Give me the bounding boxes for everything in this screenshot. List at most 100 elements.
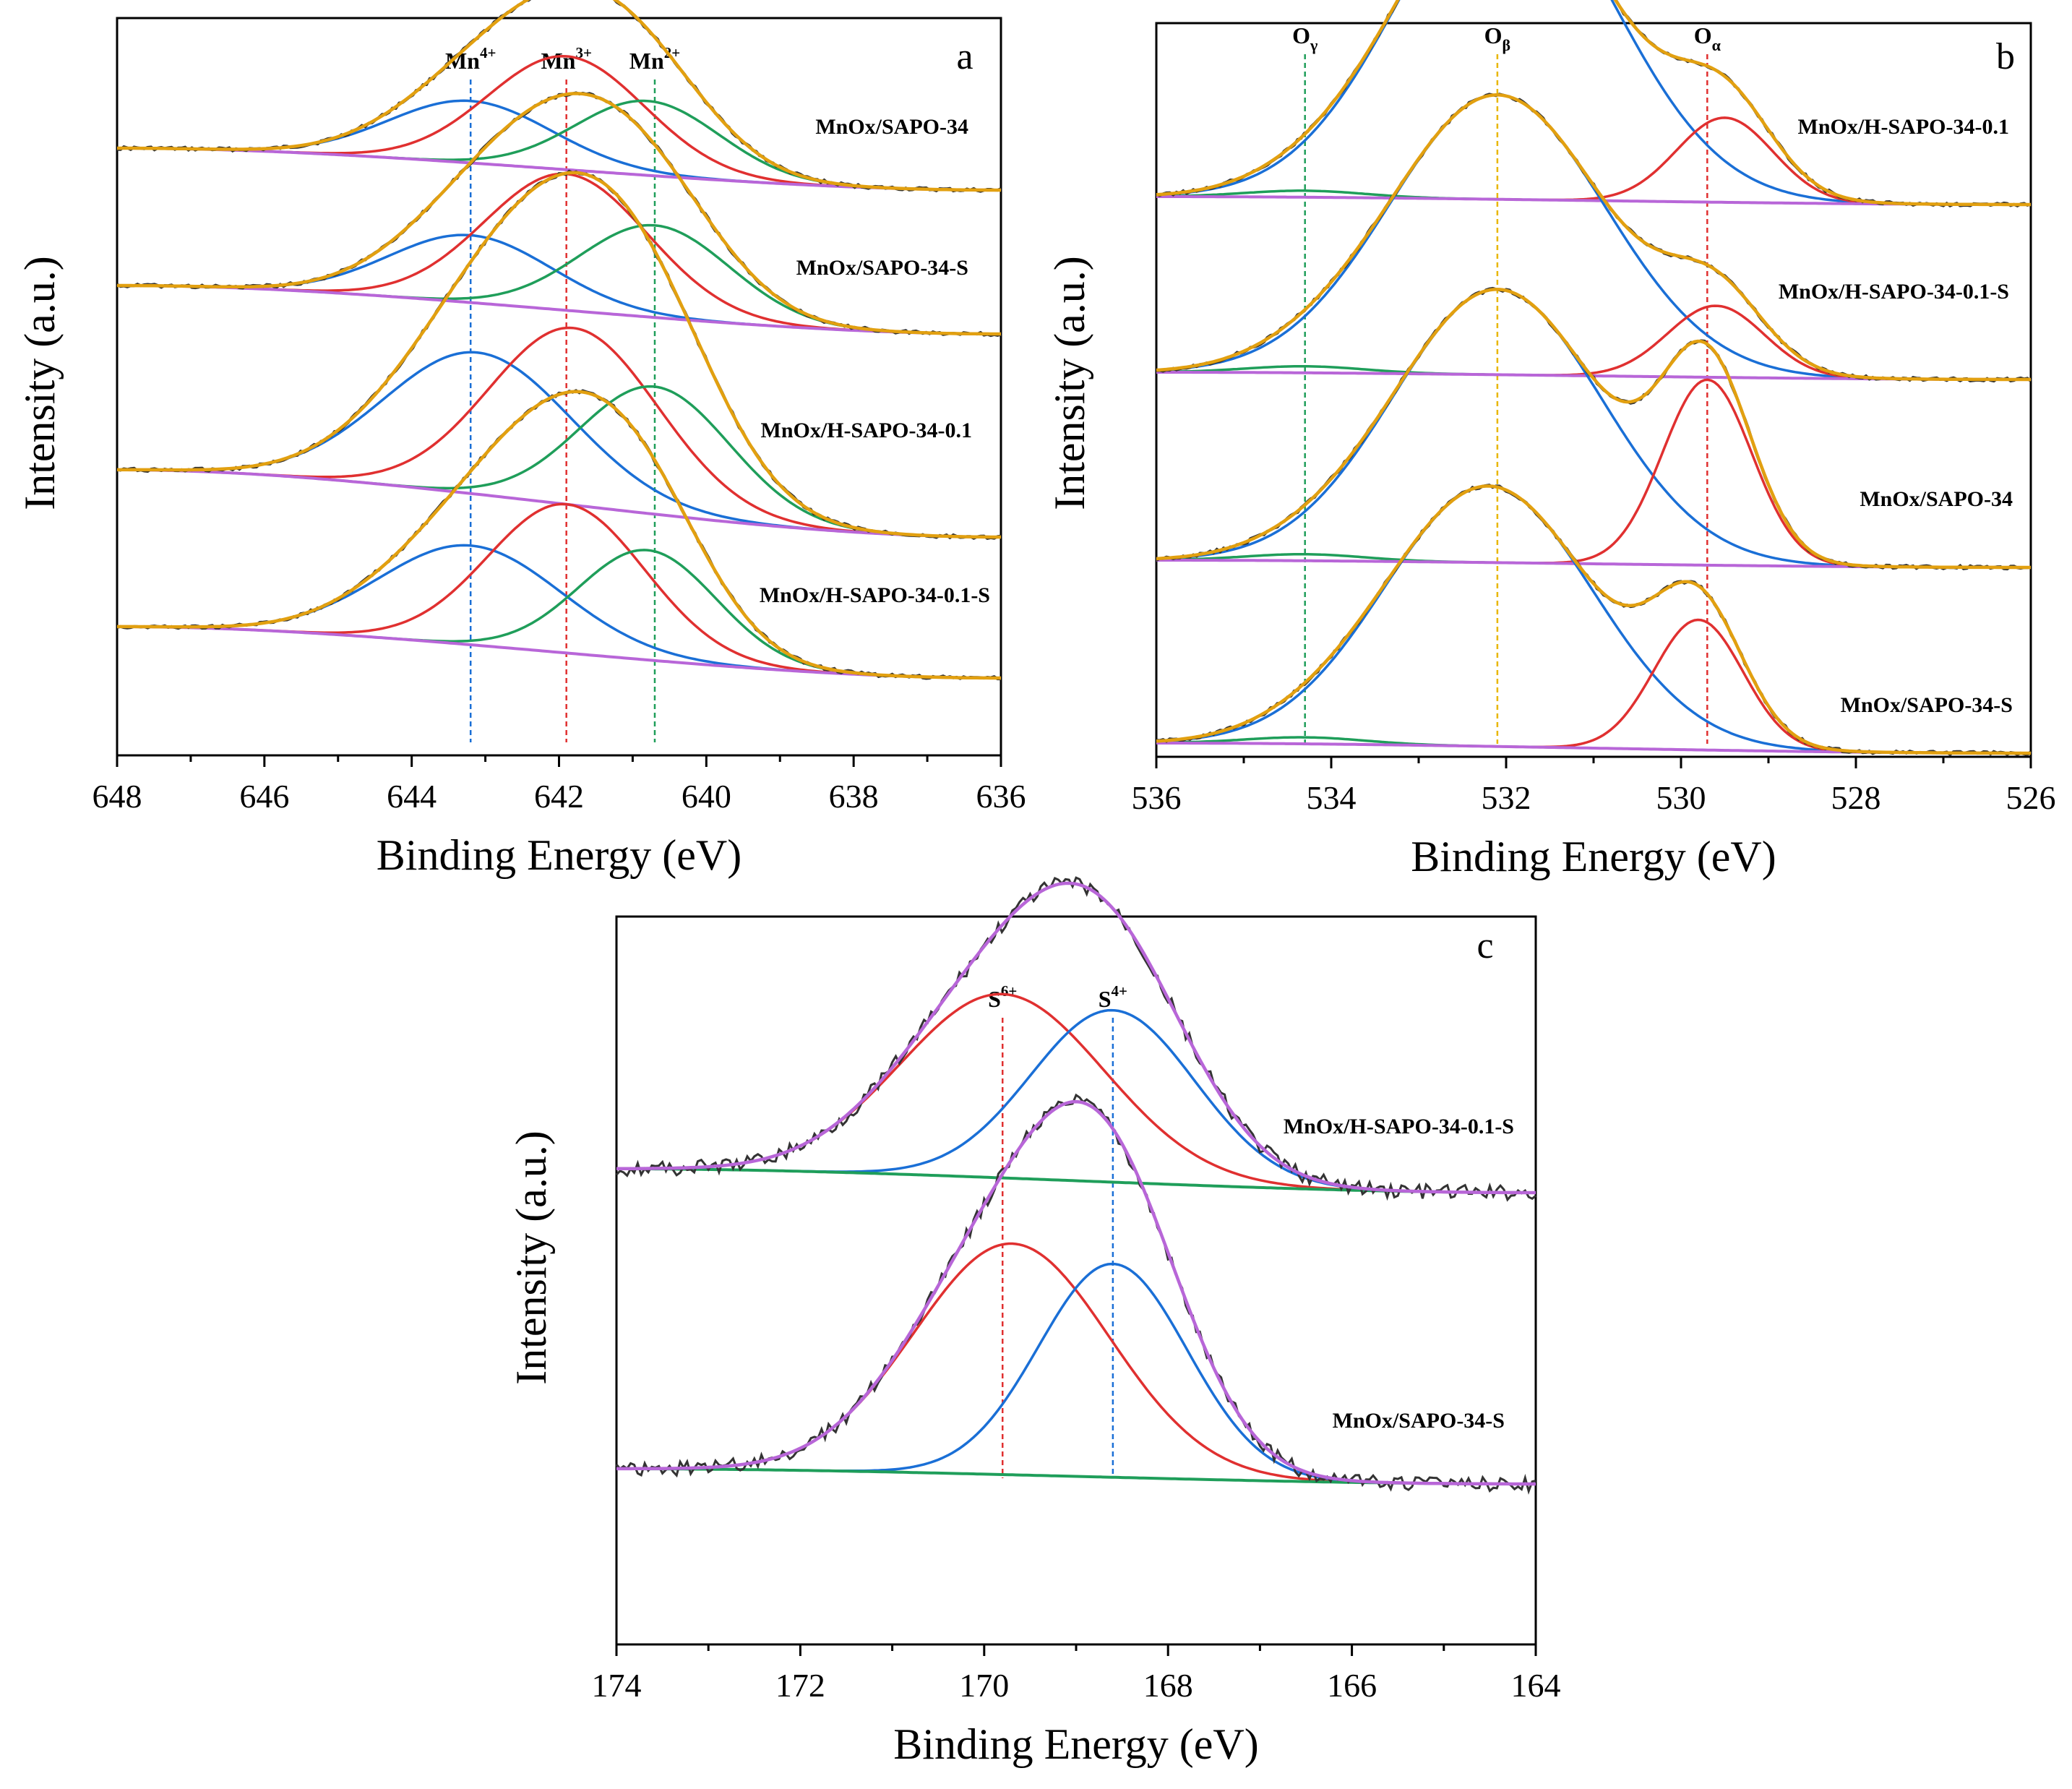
- fit-component-1: [1156, 0, 2031, 206]
- raw-data-line: [116, 169, 1002, 541]
- background-line: [117, 625, 1001, 679]
- x-tick-label: 526: [2006, 779, 2056, 816]
- spectrum-1: MnOx/H-SAPO-34-0.1-S: [615, 876, 1536, 1202]
- fit-envelope: [1156, 288, 2031, 570]
- peak-element: O: [1484, 22, 1503, 48]
- sample-label: MnOx/H-SAPO-34-0.1: [1798, 115, 2010, 139]
- x-tick-label: 166: [1327, 1667, 1377, 1704]
- spectrum-4: MnOx/SAPO-34-S: [1156, 484, 2032, 757]
- fit-envelope: [616, 881, 1536, 1195]
- peak-element: O: [1694, 22, 1712, 48]
- panel-letter: b: [1996, 36, 2015, 77]
- sample-label: MnOx/SAPO-34: [1860, 487, 2013, 511]
- x-tick-label: 528: [1831, 779, 1881, 816]
- x-axis-title: Binding Energy (eV): [377, 831, 741, 879]
- x-tick-label: 164: [1511, 1667, 1561, 1704]
- panel-letter: a: [956, 36, 973, 77]
- peak-label: Oα: [1694, 22, 1721, 54]
- fit-component-2: [616, 1262, 1536, 1485]
- fit-component-1: [117, 233, 1001, 335]
- spectrum-2: MnOx/SAPO-34-S: [615, 1093, 1536, 1495]
- peak-charge: 4+: [1112, 982, 1127, 1000]
- raw-data-line: [1156, 0, 2032, 208]
- sample-label: MnOx/H-SAPO-34-0.1-S: [760, 583, 990, 607]
- y-axis-title: Intensity (a.u.): [16, 256, 64, 510]
- fit-component-3: [117, 385, 1001, 539]
- sample-label: MnOx/SAPO-34-S: [1841, 693, 2013, 717]
- spectrum-1: MnOx/H-SAPO-34-0.1: [1156, 0, 2032, 208]
- fit-envelope: [117, 92, 1001, 336]
- x-tick-label: 530: [1656, 779, 1706, 816]
- peak-subscript: γ: [1310, 36, 1317, 54]
- peak-label: S6+: [988, 982, 1017, 1012]
- y-axis-title: Intensity (a.u.): [1046, 256, 1093, 510]
- peak-label: Oβ: [1484, 22, 1510, 54]
- fit-envelope: [117, 171, 1001, 539]
- x-axis-title: Binding Energy (eV): [893, 1720, 1258, 1768]
- sample-label: MnOx/SAPO-34-S: [796, 256, 968, 280]
- x-tick-label: 640: [682, 778, 731, 815]
- peak-label: Mn2+: [629, 44, 680, 74]
- panel-a: 648 646 644 642 640 638 636 Binding Energy (eV)…: [16, 0, 1026, 879]
- sample-label: MnOx/SAPO-34-S: [1333, 1409, 1505, 1433]
- peak-subscript: β: [1503, 36, 1511, 54]
- peak-subscript: α: [1712, 36, 1721, 54]
- x-tick-label: 534: [1307, 779, 1357, 816]
- sample-label: MnOx/SAPO-34: [815, 115, 968, 139]
- fit-component-1: [117, 99, 1001, 192]
- peak-element: S: [1099, 986, 1112, 1012]
- peak-element: Mn: [629, 48, 664, 74]
- peak-charge: 2+: [664, 44, 680, 61]
- panel-b: 536 534 532 530 528 526 Binding Energy (eV) Int…: [1046, 0, 2056, 880]
- fit-component-2: [1156, 378, 2031, 569]
- spectrum-2: MnOx/H-SAPO-34-0.1-S: [1156, 93, 2032, 383]
- x-tick-label: 644: [387, 778, 437, 815]
- spectrum-3: MnOx/H-SAPO-34-0.1: [116, 169, 1002, 541]
- x-tick-label: 532: [1482, 779, 1531, 816]
- panel-c: 174 172 170 168 166 164 Binding Energy (eV) Int…: [507, 876, 1561, 1768]
- sample-label: MnOx/H-SAPO-34-0.1-S: [1779, 280, 2009, 304]
- x-tick-label: 636: [976, 778, 1026, 815]
- fit-envelope: [117, 0, 1001, 192]
- background-line: [117, 284, 1001, 335]
- panel-letter: c: [1476, 925, 1493, 966]
- x-tick-label: 168: [1143, 1667, 1193, 1704]
- x-tick-label: 174: [592, 1667, 642, 1704]
- background-line: [117, 147, 1001, 192]
- x-axis-title: Binding Energy (eV): [1411, 833, 1776, 880]
- fit-component-2: [1156, 304, 2031, 381]
- fit-component-1: [117, 544, 1001, 679]
- peak-element: O: [1292, 22, 1310, 48]
- fit-envelope: [616, 1099, 1536, 1486]
- x-tick-label: 648: [93, 778, 142, 815]
- x-tick-label: 638: [829, 778, 879, 815]
- fit-envelope: [1156, 484, 2031, 755]
- sample-label: MnOx/H-SAPO-34-0.1-S: [1284, 1115, 1514, 1138]
- x-tick-label: 536: [1132, 779, 1182, 816]
- raw-data-line: [615, 876, 1536, 1202]
- peak-charge: 4+: [480, 44, 496, 61]
- spectrum-1: MnOx/SAPO-34: [116, 0, 1002, 193]
- x-tick-label: 646: [239, 778, 289, 815]
- fit-component-1: [616, 1242, 1536, 1485]
- peak-charge: 3+: [575, 44, 591, 61]
- fit-envelope: [117, 390, 1001, 680]
- x-tick-label: 170: [959, 1667, 1009, 1704]
- peak-label: S4+: [1099, 982, 1127, 1012]
- peak-element: Mn: [541, 48, 575, 74]
- fit-envelope: [1156, 93, 2031, 382]
- peak-element: S: [988, 986, 1001, 1012]
- fit-component-3: [117, 549, 1001, 679]
- x-tick-label: 642: [534, 778, 584, 815]
- sample-label: MnOx/H-SAPO-34-0.1: [761, 419, 973, 442]
- x-tick-label: 172: [775, 1667, 825, 1704]
- fit-envelope: [1156, 0, 2031, 207]
- y-axis-title: Intensity (a.u.): [507, 1131, 555, 1385]
- fit-component-1: [117, 351, 1001, 539]
- spectrum-3: MnOx/SAPO-34: [1156, 286, 2032, 571]
- fit-component-2: [1156, 618, 2031, 755]
- peak-label: Mn3+: [541, 44, 591, 74]
- peak-label: Oγ: [1292, 22, 1317, 54]
- spectrum-4: MnOx/H-SAPO-34-0.1-S: [116, 389, 1001, 681]
